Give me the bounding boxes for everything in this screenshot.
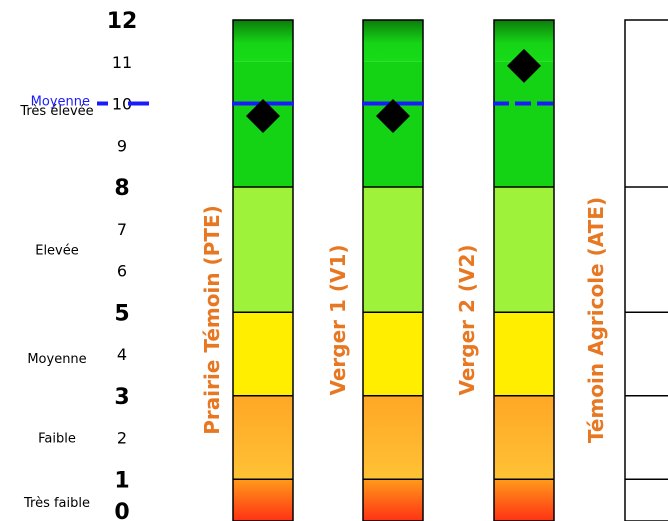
y-tick-label: 0 (114, 500, 129, 521)
y-tick-label: 2 (117, 429, 127, 448)
column-band (233, 395, 293, 480)
column-band (363, 312, 423, 396)
y-tick-label: 12 (107, 9, 138, 34)
y-tick-label: 5 (114, 301, 129, 326)
column: Prairie Témoin (PTE) (200, 19, 294, 521)
y-tick-label: 7 (117, 220, 127, 239)
column-band (494, 187, 554, 313)
class-label: Très faible (23, 496, 90, 511)
column-band (233, 312, 293, 396)
column-frame (493, 19, 555, 521)
column: Verger 2 (V2) (455, 19, 555, 521)
columns: Prairie Témoin (PTE) Verger 1 (V1) Verger … (200, 19, 668, 521)
y-tick-label: 1 (114, 468, 129, 493)
y-tick-label: 10 (112, 95, 132, 114)
column-band (494, 479, 554, 521)
column-band (494, 395, 554, 480)
column-band (363, 187, 423, 313)
y-tick-label: 8 (114, 176, 129, 201)
column-frame (362, 19, 424, 521)
column-band (233, 187, 293, 313)
column-band (363, 20, 423, 62)
column-label: Verger 1 (V1) (326, 244, 350, 395)
value-marker (246, 99, 280, 134)
average-indicator: Moyenne (31, 95, 149, 110)
column-band (363, 395, 423, 480)
y-tick-label: 4 (117, 345, 127, 364)
class-labels: Très élevée Elevée Moyenne Faible Très faibl… (19, 104, 93, 511)
value-marker (376, 99, 410, 134)
y-tick-label: 11 (112, 53, 132, 72)
column-band (233, 20, 293, 62)
column-frame (232, 19, 294, 521)
column-band (233, 479, 293, 521)
column: Témoin Agricole (ATE) (584, 19, 668, 521)
class-label: Très élevée (19, 104, 93, 119)
column-band (494, 312, 554, 396)
y-tick-label: 6 (117, 262, 127, 281)
column-label: Prairie Témoin (PTE) (200, 205, 224, 435)
column-band (363, 479, 423, 521)
column-label: Verger 2 (V2) (455, 244, 479, 395)
class-label: Faible (38, 432, 76, 447)
column-frame (624, 19, 668, 521)
average-label: Moyenne (31, 95, 90, 110)
column: Verger 1 (V1) (326, 19, 424, 521)
class-label: Elevée (35, 244, 79, 259)
class-label: Moyenne (27, 352, 86, 367)
column-label: Témoin Agricole (ATE) (584, 197, 608, 443)
y-tick-label: 9 (117, 136, 127, 155)
y-tick-label: 3 (114, 385, 129, 410)
value-marker (507, 48, 541, 83)
